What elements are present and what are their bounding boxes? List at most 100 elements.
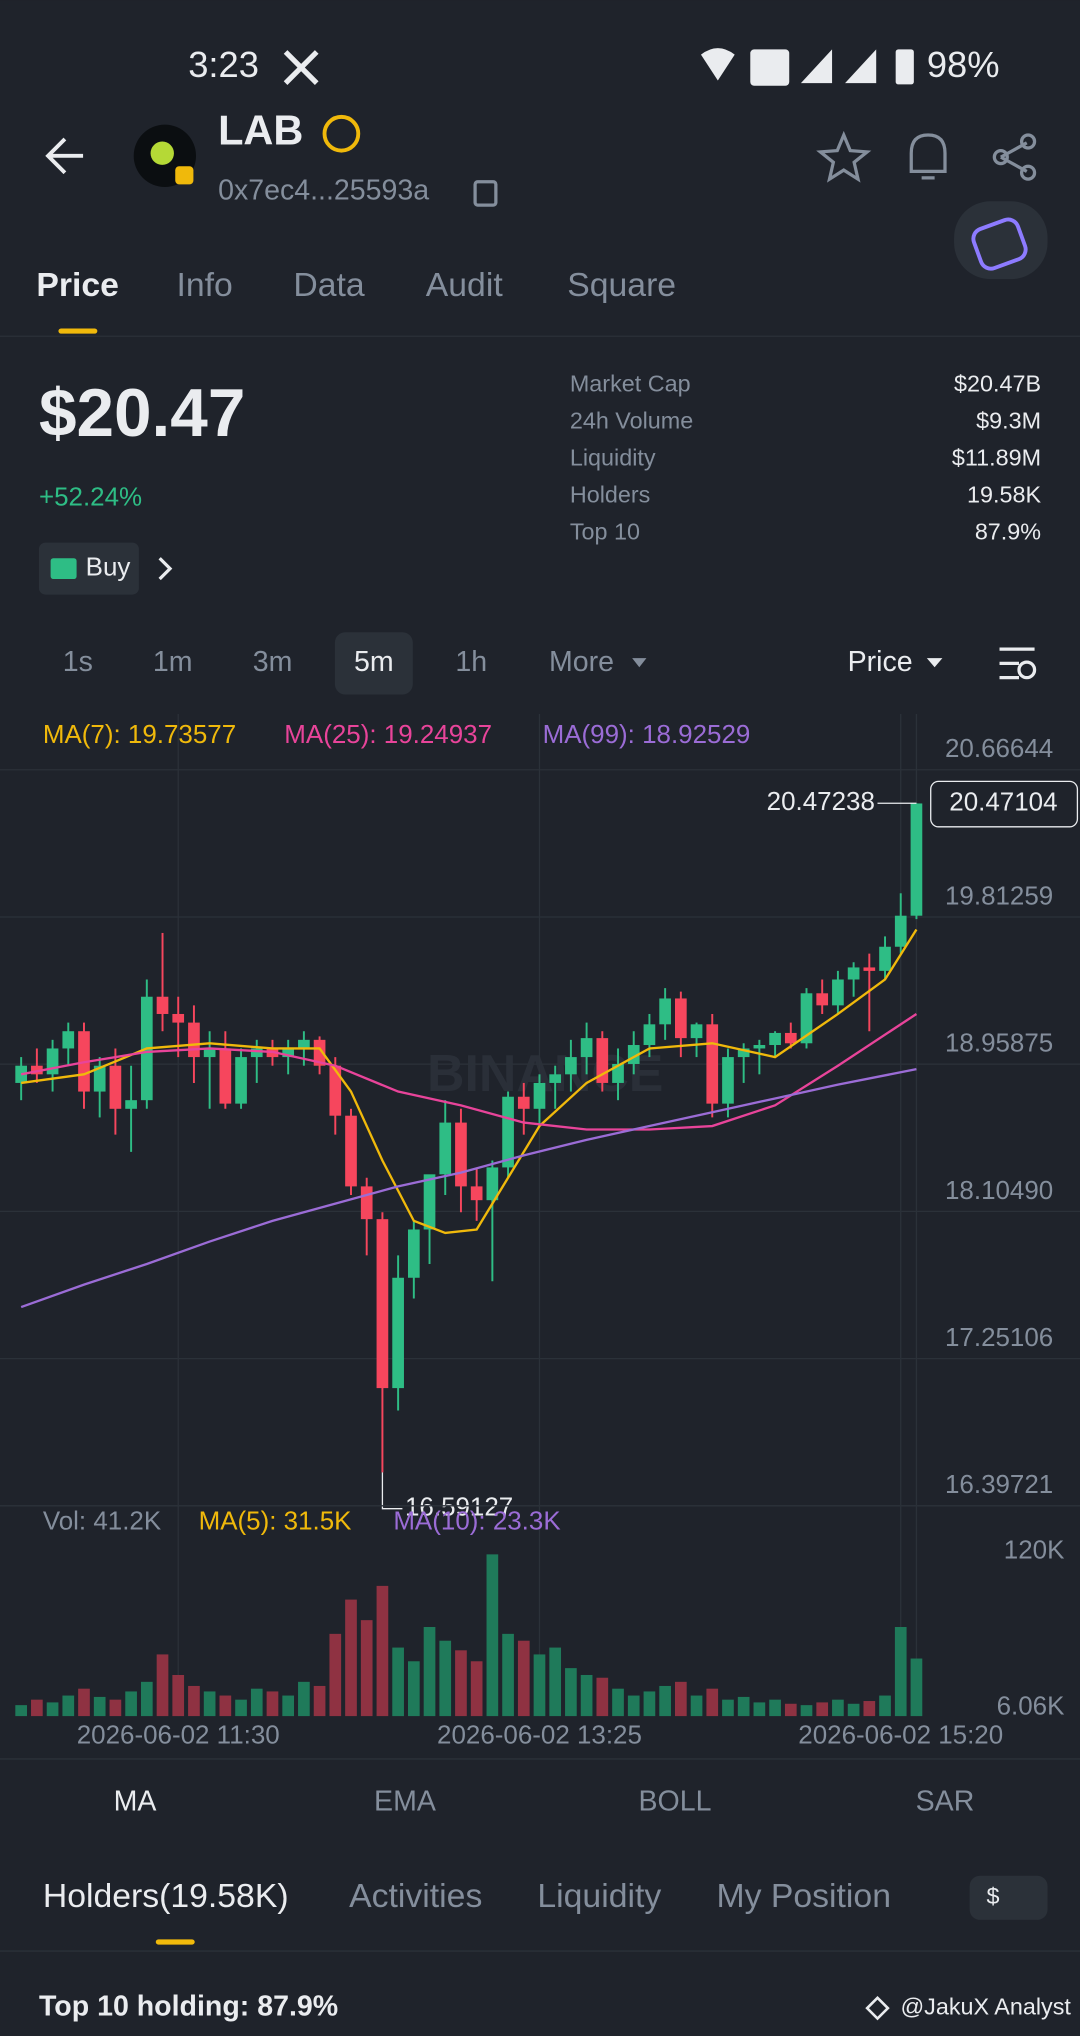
candle-body [15,1065,27,1083]
ma-legend: MA(25): 19.24937 [284,719,492,749]
tab[interactable]: Audit [426,266,504,304]
last-price-box [930,780,1079,828]
favorite-button[interactable] [816,130,872,183]
stat-value: $9.3M [976,408,1041,434]
candle-body [376,1219,389,1389]
candle-body [737,1048,750,1058]
buy-icon [50,558,77,579]
alert-button[interactable] [909,133,947,180]
tab[interactable]: Info [177,266,233,304]
interval[interactable]: 5m [354,646,394,678]
badge-icon [322,114,361,153]
copy-button[interactable] [473,180,498,207]
stat-value: $20.47B [954,371,1041,397]
volume-bar [722,1699,734,1717]
volume-bar [203,1691,216,1717]
bottom-tab[interactable]: Activities [349,1877,482,1915]
currency-toggle[interactable] [969,1875,1048,1920]
bottom-tab[interactable]: Liquidity [537,1877,661,1915]
token-address: 0x7ec4...25593a [218,175,429,207]
last-price: 20.47104 [949,786,1057,816]
more-caret [632,658,647,668]
volume-bar [565,1668,577,1717]
candle-body [313,1039,326,1066]
candle-body [533,1082,546,1109]
candle-body [62,1031,75,1049]
back-button[interactable] [45,137,84,175]
interval[interactable]: 1m [153,646,193,678]
candle-body [455,1122,467,1187]
candle-body [250,1048,263,1058]
stat-label: 24h Volume [570,408,693,434]
candle-body [847,967,860,980]
volume-bar [125,1691,137,1717]
battery-icon [895,49,914,85]
tab-bar: Price Info Data Audit Square [36,266,676,304]
interval[interactable]: More [549,646,614,678]
y-tick-label: 17.25106 [945,1322,1053,1352]
bottom-tab[interactable]: Holders(19.58K) [43,1877,289,1915]
assistant-icon [971,217,1028,271]
candle-body [31,1065,43,1075]
y-tick-label: 19.81259 [945,880,1053,910]
status-time: 3:23 [188,44,259,85]
price-mode[interactable]: Price [848,646,913,678]
candle-body [832,979,844,1006]
volume-bar [31,1699,43,1717]
candle-body [627,1045,640,1064]
candle-body [549,1074,562,1083]
candle-body [816,993,829,1006]
ma-legend: MA(99): 18.92529 [543,719,751,749]
assistant-button[interactable] [954,201,1048,280]
candle-body [392,1277,404,1389]
volume-bar [627,1695,640,1717]
indicator-tab[interactable]: MA [114,1786,157,1818]
volume-bar [329,1633,342,1717]
candle-body [612,1063,624,1083]
volume-ma-legend: MA(5): 31.5K [199,1506,353,1536]
candle-body [659,998,671,1025]
interval[interactable]: 3m [253,646,293,678]
candle-body [93,1065,106,1092]
indicator-tab[interactable]: SAR [916,1786,975,1818]
bottom-tab[interactable]: My Position [717,1877,891,1915]
tab[interactable]: Data [293,266,365,304]
tab[interactable]: Price [36,266,119,304]
price-change: +52.24% [39,481,142,511]
stats: Market Cap $20.47B 24h Volume $9.3M Liquidit… [570,371,1042,545]
bottom-tabs: Holders(19.58K) Activities Liquidity My … [43,1877,891,1915]
candle-body [156,996,169,1014]
y-tick-label: 18.10490 [945,1175,1053,1205]
stat-label: Market Cap [570,371,691,397]
tab[interactable]: Square [567,266,676,304]
y-tick-label: 18.95875 [945,1028,1053,1058]
chart-settings[interactable] [999,647,1035,680]
candle-body [580,1038,593,1058]
stat-label: Holders [570,482,651,508]
candle-body [439,1122,452,1175]
volume-bar [502,1633,514,1717]
candle-body [219,1048,232,1104]
candle-body [486,1167,499,1201]
candle-body [203,1048,216,1058]
volume-bar [816,1702,829,1717]
lte-icon [750,49,790,86]
low-label: 16.59127 [405,1492,513,1522]
indicator-tab[interactable]: EMA [374,1786,436,1818]
volume-bar [219,1695,232,1717]
volume-bar [93,1696,106,1717]
interval[interactable]: 1h [455,646,487,678]
watermark-logo [865,1995,890,2021]
interval[interactable]: 1s [63,646,93,678]
volume-bar [659,1685,671,1717]
buy-button[interactable] [38,542,139,595]
volume-bar [266,1691,279,1717]
battery-level: 98% [927,44,1000,85]
indicator-tab[interactable]: BOLL [639,1786,712,1818]
volume-bar [863,1701,876,1717]
volume-bar [62,1695,75,1717]
token-logo-mark [150,141,174,165]
candle-body [172,1013,185,1023]
share-node [1019,164,1037,181]
